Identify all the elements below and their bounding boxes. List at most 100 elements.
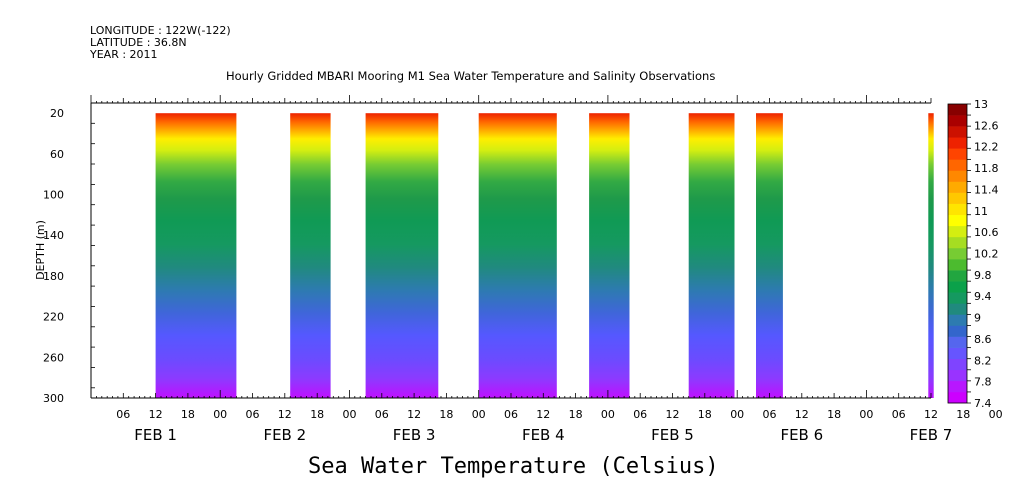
- colorbar-swatch: [948, 303, 967, 315]
- date-label: FEB 6: [780, 426, 823, 444]
- colorbar-swatch: [948, 391, 967, 404]
- colorbar-swatch: [948, 181, 967, 193]
- colorbar-swatch: [948, 126, 967, 138]
- x-tick-label: 12: [666, 408, 680, 421]
- x-tick-label: 12: [407, 408, 421, 421]
- colorbar-label: 8.2: [974, 354, 992, 367]
- colorbar-swatch: [948, 336, 967, 348]
- date-label: FEB 3: [393, 426, 436, 444]
- y-tick-label: 220: [43, 311, 64, 324]
- colorbar-label: 13: [974, 98, 988, 111]
- colorbar-label: 11.8: [974, 162, 999, 175]
- x-tick-label: 18: [310, 408, 324, 421]
- colorbar-swatch: [948, 281, 967, 293]
- colorbar-swatch: [948, 214, 967, 227]
- colorbar-frame: [947, 103, 968, 404]
- x-tick-label: 00: [472, 408, 486, 421]
- colorbar-swatch: [948, 159, 967, 171]
- data-segment: [928, 113, 934, 398]
- x-tick-label: 06: [633, 408, 647, 421]
- colorbar-swatch: [948, 325, 967, 337]
- colorbar-swatch: [948, 236, 967, 249]
- x-tick-label: 18: [698, 408, 712, 421]
- longitude-label: LONGITUDE : 122W(-122): [90, 24, 231, 37]
- colorbar-label: 11.4: [974, 183, 999, 196]
- data-segment: [155, 113, 237, 398]
- colorbar-swatch: [948, 347, 967, 359]
- x-tick-label: 06: [763, 408, 777, 421]
- colorbar-swatch: [948, 358, 967, 371]
- colorbar-swatch: [948, 380, 967, 393]
- x-tick-label: 12: [278, 408, 292, 421]
- colorbar-label: 9.8: [974, 269, 992, 282]
- colorbar: 13 12.6 12.2 11.8 11.4 11 10.6 10.2 9.8 9.4 9 8.6 8.…: [947, 98, 999, 410]
- data-segment: [290, 113, 331, 398]
- y-tick-label: 260: [43, 351, 64, 364]
- x-tick-label: 00: [601, 408, 615, 421]
- y-axis-label: DEPTH (m): [34, 220, 47, 280]
- data-segment: [365, 113, 439, 398]
- colorbar-label: 11: [974, 205, 988, 218]
- date-label: FEB 5: [651, 426, 694, 444]
- colorbar-label: 7.4: [974, 397, 992, 410]
- y-tick-label: 100: [43, 189, 64, 202]
- y-tick-label: 300: [43, 392, 64, 405]
- x-tick-label: 00: [343, 408, 357, 421]
- colorbar-swatch: [948, 203, 967, 216]
- colorbar-swatch: [948, 369, 967, 382]
- x-tick-label: 12: [149, 408, 163, 421]
- x-tick-label: 18: [956, 408, 970, 421]
- colorbar-label: 8.6: [974, 333, 992, 346]
- colorbar-swatch: [948, 137, 967, 149]
- data-layer: [155, 113, 934, 398]
- colorbar-swatch: [948, 192, 967, 204]
- date-label: FEB 2: [263, 426, 306, 444]
- x-tick-label: 00: [213, 408, 227, 421]
- x-tick-label: 06: [892, 408, 906, 421]
- chart-title: Hourly Gridded MBARI Mooring M1 Sea Wate…: [226, 69, 716, 83]
- data-segment: [756, 113, 783, 398]
- year-label: YEAR : 2011: [90, 48, 158, 61]
- date-label: FEB 4: [522, 426, 565, 444]
- x-tick-label: 06: [116, 408, 130, 421]
- colorbar-swatch: [948, 270, 967, 282]
- colorbar-label: 12.2: [974, 141, 999, 154]
- x-tick-label: 06: [375, 408, 389, 421]
- x-tick-label: 06: [504, 408, 518, 421]
- x-tick-label: 06: [246, 408, 260, 421]
- x-tick-label: 18: [181, 408, 195, 421]
- colorbar-label: 9.4: [974, 290, 992, 303]
- x-tick-label: 12: [536, 408, 550, 421]
- axes-layer: 06 12 18 00 06 12 18 00 06 12 18 00 06 12 18 00 06 12 18 00…: [34, 95, 1003, 444]
- x-tick-label: 00: [859, 408, 873, 421]
- data-segment: [589, 113, 630, 398]
- x-tick-label: 18: [439, 408, 453, 421]
- variable-title: Sea Water Temperature (Celsius): [308, 454, 719, 479]
- colorbar-swatch: [948, 104, 967, 116]
- colorbar-swatch: [948, 148, 967, 160]
- y-tick-label: 180: [43, 270, 64, 283]
- colorbar-label: 10.2: [974, 248, 999, 261]
- colorbar-label: 10.6: [974, 226, 999, 239]
- colorbar-swatch: [948, 314, 967, 326]
- date-label: FEB 7: [910, 426, 953, 444]
- colorbar-swatch: [948, 292, 967, 304]
- date-label: FEB 1: [134, 426, 177, 444]
- data-segment: [478, 113, 557, 398]
- colorbar-label: 9: [974, 312, 981, 325]
- y-tick-label: 140: [43, 229, 64, 242]
- colorbar-swatch: [948, 247, 967, 260]
- y-tick-label: 20: [50, 107, 64, 120]
- colorbar-swatch: [948, 115, 967, 127]
- colorbar-label: 7.8: [974, 376, 992, 389]
- x-tick-label: 12: [924, 408, 938, 421]
- y-tick-label: 60: [50, 148, 64, 161]
- x-tick-label: 00: [989, 408, 1003, 421]
- x-tick-label: 18: [569, 408, 583, 421]
- colorbar-label: 12.6: [974, 119, 999, 132]
- colorbar-swatch: [948, 225, 967, 238]
- colorbar-swatch: [948, 259, 967, 271]
- x-tick-label: 12: [795, 408, 809, 421]
- data-segment: [688, 113, 735, 398]
